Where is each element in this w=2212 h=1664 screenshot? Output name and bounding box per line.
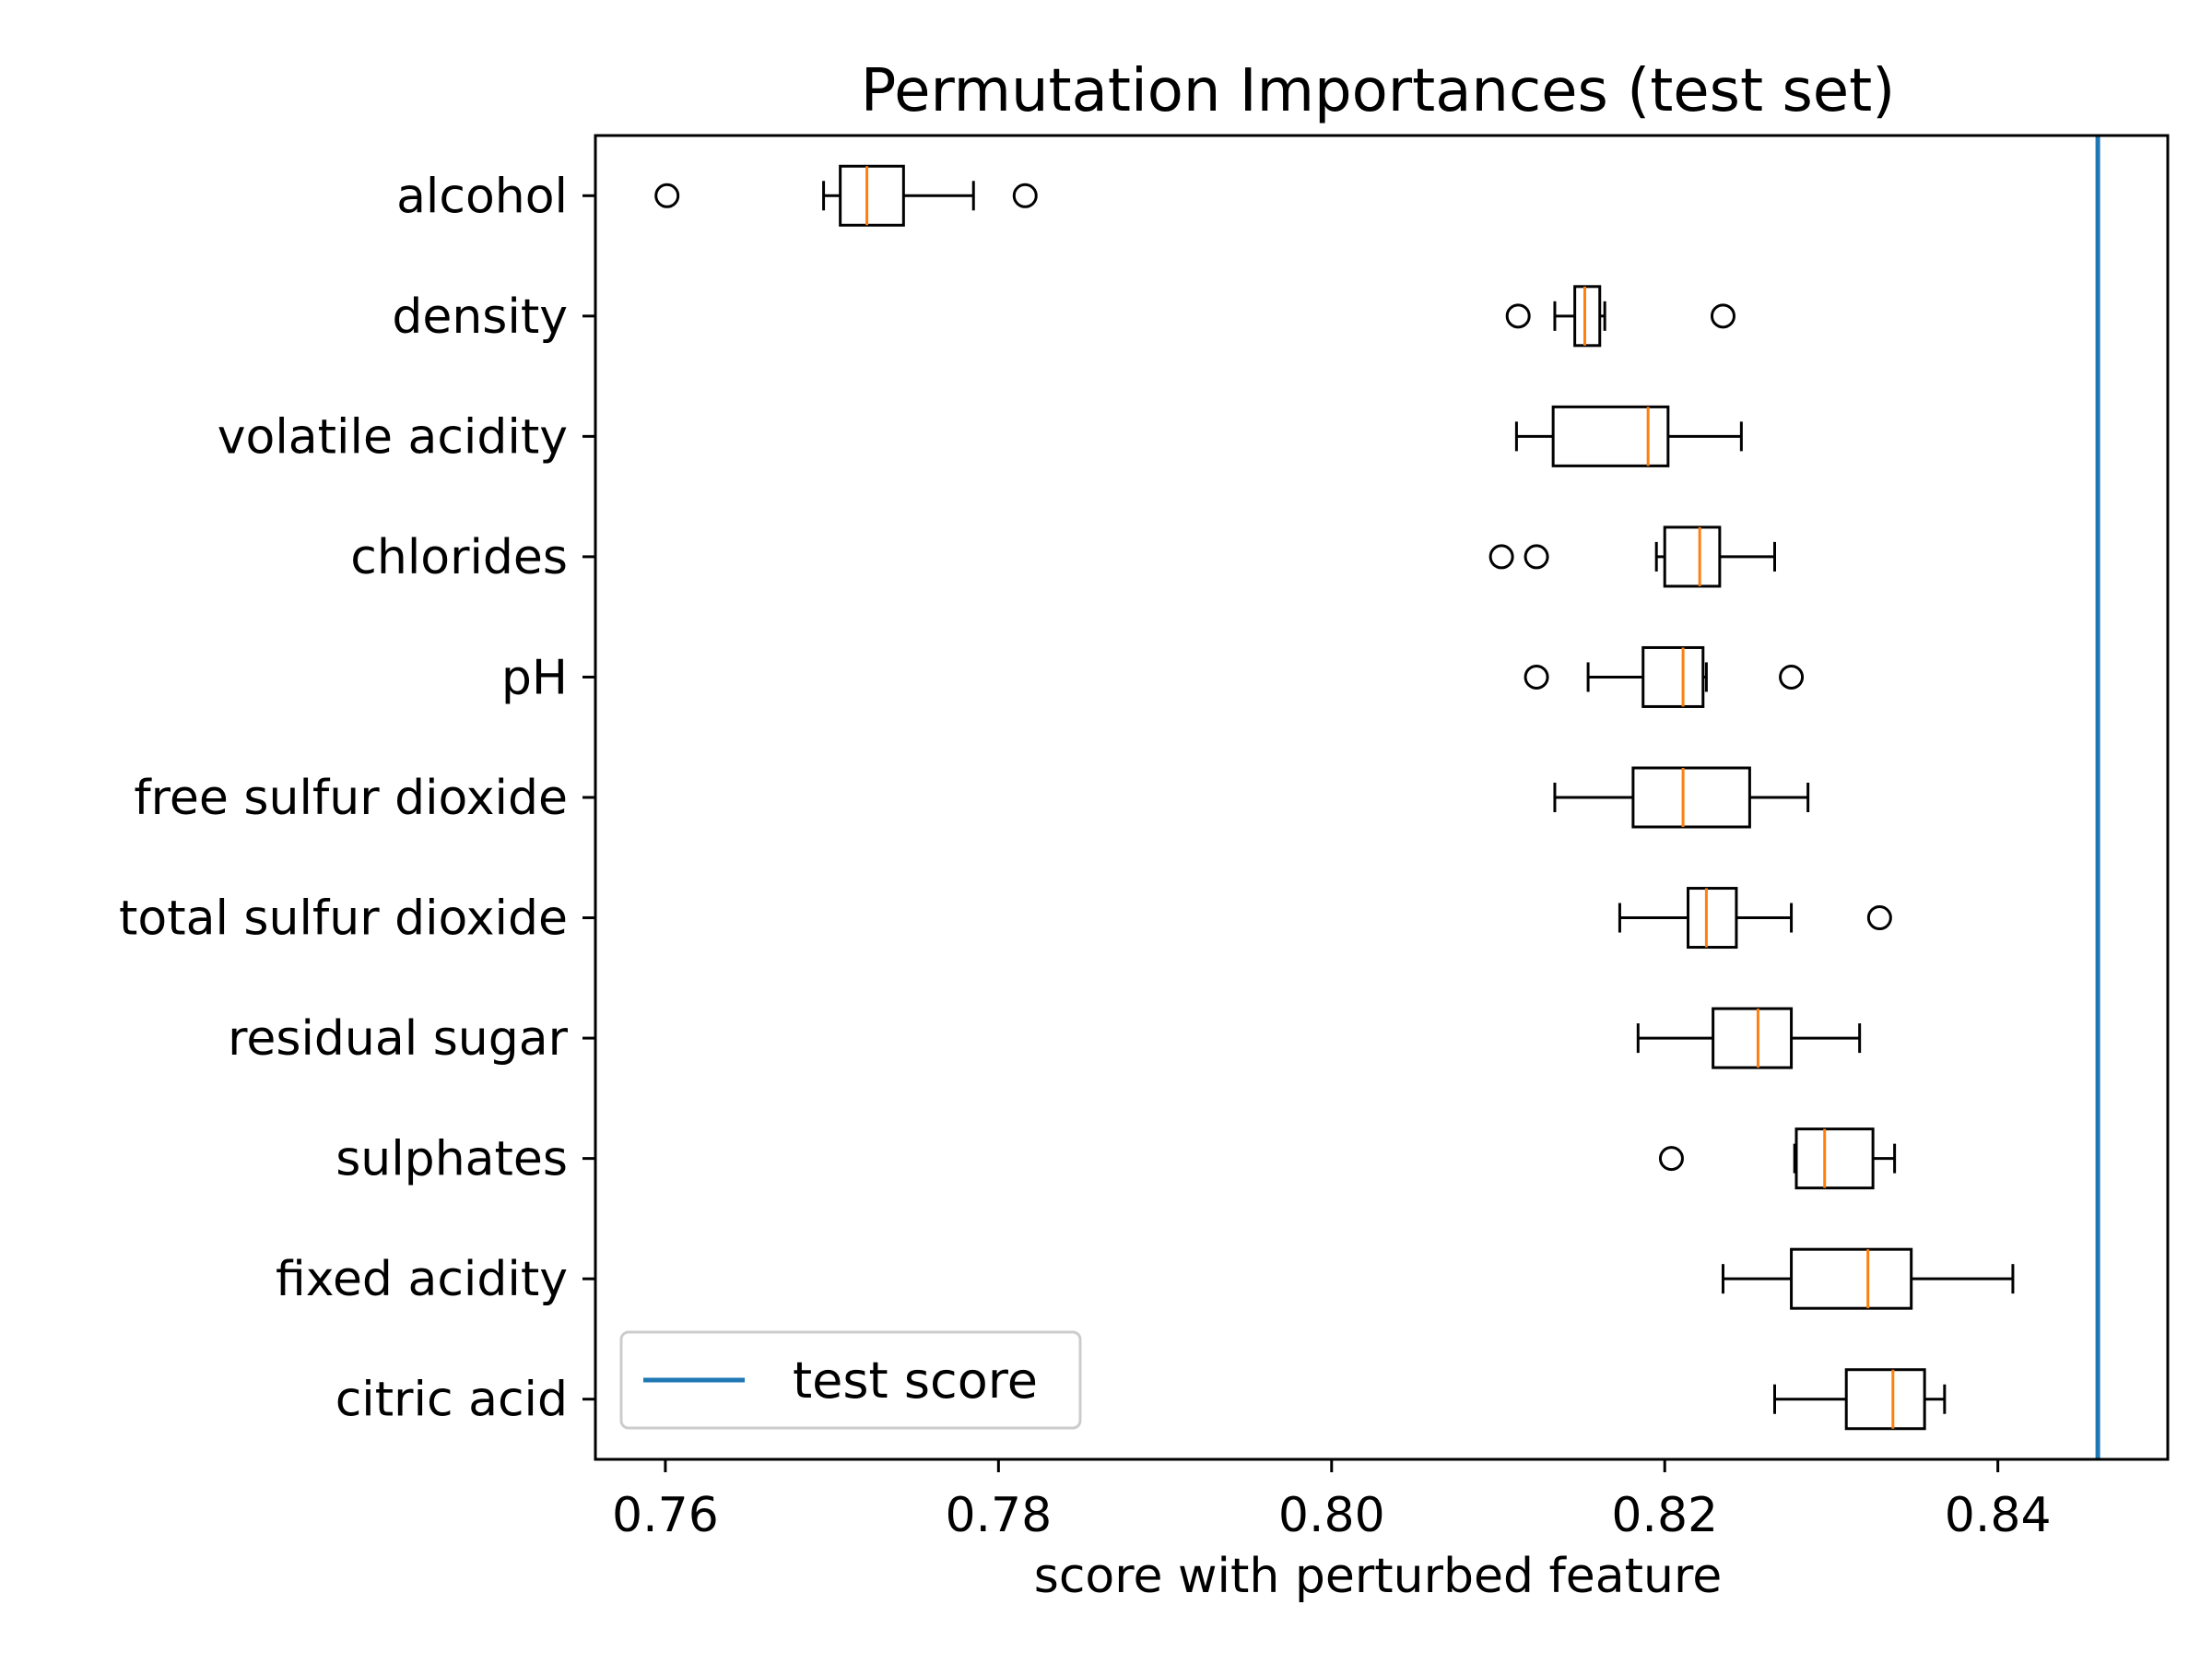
x-tick-label: 0.82 <box>1611 1488 1718 1543</box>
y-tick-label: total sulfur dioxide <box>119 891 568 947</box>
plot-area <box>654 136 2100 1459</box>
box-iqr <box>1790 1247 1913 1310</box>
outlier-point <box>1779 664 1805 690</box>
box-fixed-acidity <box>1721 1247 2015 1310</box>
y-tick-label: citric acid <box>335 1373 568 1428</box>
box-volatile-acidity <box>1514 405 1743 467</box>
box-residual-sugar <box>1636 1007 1862 1069</box>
box-iqr <box>1573 285 1602 348</box>
y-tick-label: residual sugar <box>228 1011 568 1067</box>
plot-frame <box>594 134 2170 1461</box>
y-tick-label: fixed acidity <box>276 1252 568 1307</box>
legend-box <box>619 1330 1082 1430</box>
box-total-sulfur-dioxide <box>1618 887 1892 950</box>
box-alcohol <box>654 164 1038 227</box>
box-iqr <box>1551 405 1670 467</box>
outlier-point <box>654 183 680 208</box>
box-citric-acid <box>1773 1368 1947 1431</box>
box-iqr <box>1712 1007 1794 1069</box>
box-iqr <box>1687 887 1738 950</box>
box-density <box>1505 285 1735 348</box>
outlier-point <box>1658 1146 1684 1172</box>
box-iqr <box>1844 1368 1926 1431</box>
y-tick-label: free sulfur dioxide <box>134 771 568 826</box>
outlier-point <box>1524 544 1549 570</box>
box-sulphates <box>1658 1127 1897 1190</box>
x-tick-label: 0.84 <box>1945 1488 2052 1543</box>
box-iqr <box>1794 1127 1875 1190</box>
x-axis-label: score with perturbed feature <box>1034 1549 1722 1604</box>
y-tick-label: chlorides <box>350 530 568 585</box>
outlier-point <box>1710 303 1735 329</box>
chart-title: Permutation Importances (test set) <box>861 57 1895 125</box>
y-tick-label: alcohol <box>396 169 568 224</box>
outlier-point <box>1488 544 1514 570</box>
legend: test score <box>619 1330 1082 1430</box>
x-tick-label: 0.78 <box>945 1488 1052 1543</box>
box-pH <box>1524 645 1805 708</box>
box-iqr <box>1631 766 1751 829</box>
box-chlorides <box>1488 525 1776 588</box>
box-iqr <box>839 164 905 227</box>
outlier-point <box>1012 183 1038 208</box>
y-tick-label: pH <box>501 650 568 705</box>
axes: alcohol density volatile acidity chlorides p… <box>119 134 2170 1543</box>
outlier-point <box>1505 303 1531 329</box>
x-tick-label: 0.80 <box>1278 1488 1385 1543</box>
outlier-point <box>1524 664 1549 690</box>
legend-label: test score <box>793 1351 1038 1410</box>
x-tick-label: 0.76 <box>612 1488 719 1543</box>
y-tick-label: density <box>392 289 568 345</box>
box-iqr <box>1641 645 1705 708</box>
y-tick-label: volatile acidity <box>218 409 568 465</box>
y-tick-label: sulphates <box>335 1132 568 1187</box>
box-free-sulfur-dioxide <box>1553 766 1810 829</box>
outlier-point <box>1866 905 1892 931</box>
box-iqr <box>1663 525 1722 588</box>
